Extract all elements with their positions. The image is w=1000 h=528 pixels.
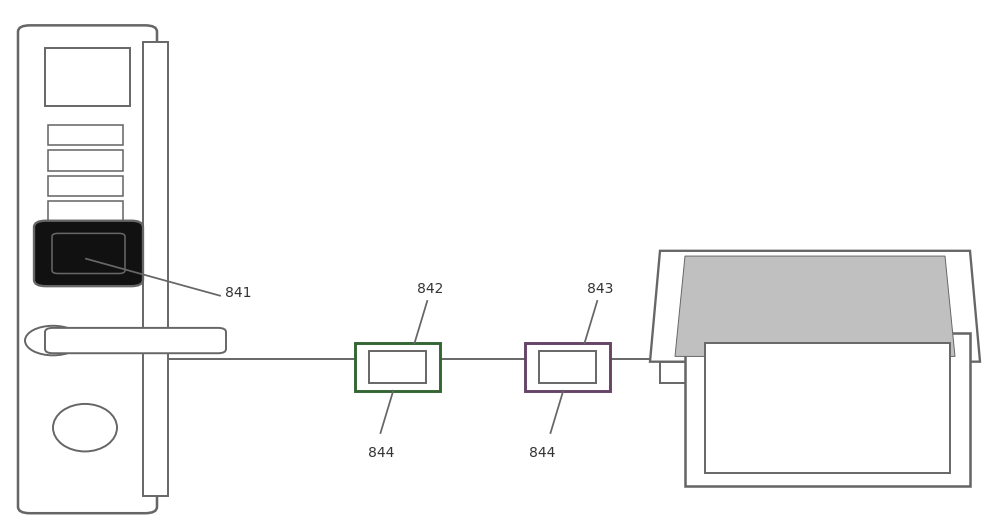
- Bar: [48, 125, 123, 145]
- Bar: [705, 343, 950, 473]
- Bar: [685, 333, 970, 486]
- FancyBboxPatch shape: [52, 233, 125, 274]
- Bar: [539, 351, 596, 383]
- FancyBboxPatch shape: [45, 328, 226, 353]
- Text: 844: 844: [529, 446, 556, 460]
- Bar: [48, 227, 123, 247]
- Bar: [48, 176, 123, 196]
- Text: 842: 842: [417, 281, 444, 296]
- Ellipse shape: [53, 404, 117, 451]
- Polygon shape: [650, 251, 980, 362]
- Bar: [369, 351, 426, 383]
- Bar: [660, 362, 970, 383]
- FancyBboxPatch shape: [34, 221, 143, 286]
- Bar: [525, 343, 610, 391]
- Bar: [48, 150, 123, 171]
- Text: 843: 843: [587, 281, 614, 296]
- FancyBboxPatch shape: [18, 25, 157, 513]
- Bar: [45, 48, 130, 106]
- Bar: [355, 343, 440, 391]
- Bar: [143, 42, 168, 496]
- Circle shape: [25, 326, 81, 355]
- Bar: [48, 201, 123, 221]
- Text: 841: 841: [225, 286, 252, 300]
- Polygon shape: [675, 256, 955, 356]
- Text: 844: 844: [368, 446, 394, 460]
